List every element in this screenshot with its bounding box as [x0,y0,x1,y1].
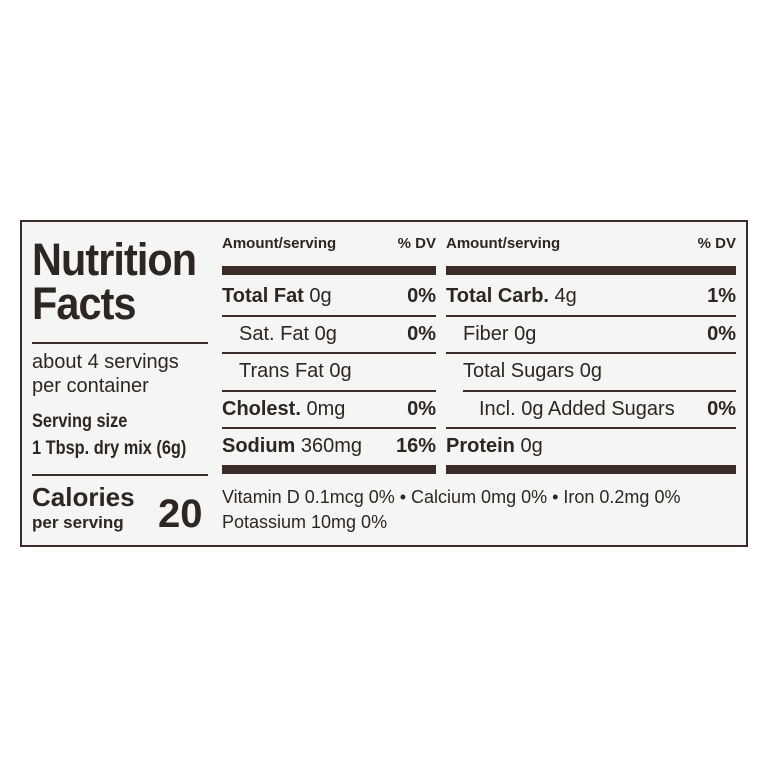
nutrient-name: Sat. Fat [239,323,310,345]
nutrient-name: Fiber [463,323,509,345]
left-header-bar [222,266,436,275]
nutrient-row-sat-fat: Sat. Fat 0g 0% [222,316,436,353]
nutrient-name: Total Fat [222,285,304,307]
row-divider [222,427,436,429]
nutrient-row-added-sugars: Incl. 0g Added Sugars 0% [446,391,736,428]
nutrient-row-trans-fat: Trans Fat 0g [222,353,436,390]
nutrient-row-sodium: Sodium 360mg 16% [222,428,436,465]
nutrient-amount: 4g [554,285,577,307]
nutrient-dv: 16% [395,435,436,457]
nutrient-row-total-sugars: Total Sugars 0g [446,353,736,390]
serving-size-label: Serving size [32,411,128,432]
nutrient-name: Protein [446,435,515,457]
nutrient-amount: 0g [579,360,602,382]
nutrient-amount: 360mg [300,435,363,457]
nutrient-row-total-fat: Total Fat 0g 0% [222,278,436,315]
title-divider [32,342,208,344]
serving-divider [32,474,208,476]
nutrient-amount: 0g [314,323,337,345]
right-footer-bar [446,465,736,474]
title-line-1: Nutrition [32,234,197,285]
row-divider [446,352,736,354]
nutrient-name: Trans Fat [239,360,324,382]
nutrient-dv: 0% [707,323,736,345]
left-header-dv: % DV [397,235,436,252]
nutrient-amount: 0g [329,360,352,382]
serving-size-value: 1 Tbsp. dry mix (6g) [32,438,187,459]
nutrient-row-protein: Protein 0g [446,428,736,465]
nutrition-facts-label: Nutrition Facts about 4 servings per con… [20,220,748,547]
nutrient-row-fiber: Fiber 0g 0% [446,316,736,353]
nutrient-name: Incl. 0g Added Sugars [479,398,675,420]
row-divider [446,427,736,429]
vitamins-line-1: Vitamin D 0.1mcg 0% • Calcium 0mg 0% • I… [222,487,681,507]
left-nutrient-column: Amount/serving % DV Total Fat 0g 0% Sat.… [222,222,436,482]
nutrient-amount: 0g [309,285,332,307]
nutrient-dv: 1% [707,285,736,307]
servings-per-container-line-2: per container [32,375,149,397]
row-divider [222,315,436,317]
servings-per-container-line-1: about 4 servings [32,351,179,373]
right-header-bar [446,266,736,275]
calories-label: Calories [32,482,135,512]
nutrient-name: Cholest. [222,398,301,420]
nutrient-dv: 0% [407,285,436,307]
nutrient-name: Total Sugars [463,360,575,382]
calories-per-serving-label: per serving [32,513,124,532]
nutrient-dv: 0% [407,323,436,345]
right-header-amount: Amount/serving [446,235,561,252]
right-nutrient-column: Amount/serving % DV Total Carb. 4g 1% Fi… [446,222,736,482]
nutrient-name: Sodium [222,435,296,457]
nutrient-dv: 0% [707,398,736,420]
left-header-amount: Amount/serving [222,235,337,252]
row-divider [222,390,436,392]
right-header-dv: % DV [697,235,736,252]
nutrient-row-total-carb: Total Carb. 4g 1% [446,278,736,315]
nutrient-row-cholesterol: Cholest. 0mg 0% [222,391,436,428]
row-divider [446,315,736,317]
nutrient-name: Total Carb. [446,285,549,307]
left-footer-bar [222,465,436,474]
nutrient-amount: 0g [514,323,537,345]
nutrient-amount: 0g [520,435,543,457]
row-divider [222,352,436,354]
title-line-2: Facts [32,278,136,329]
row-divider [463,390,736,392]
vitamins-line-2: Potassium 10mg 0% [222,512,388,532]
nutrient-dv: 0% [407,398,436,420]
calories-value: 20 [158,492,203,536]
nutrient-amount: 0mg [306,398,346,420]
